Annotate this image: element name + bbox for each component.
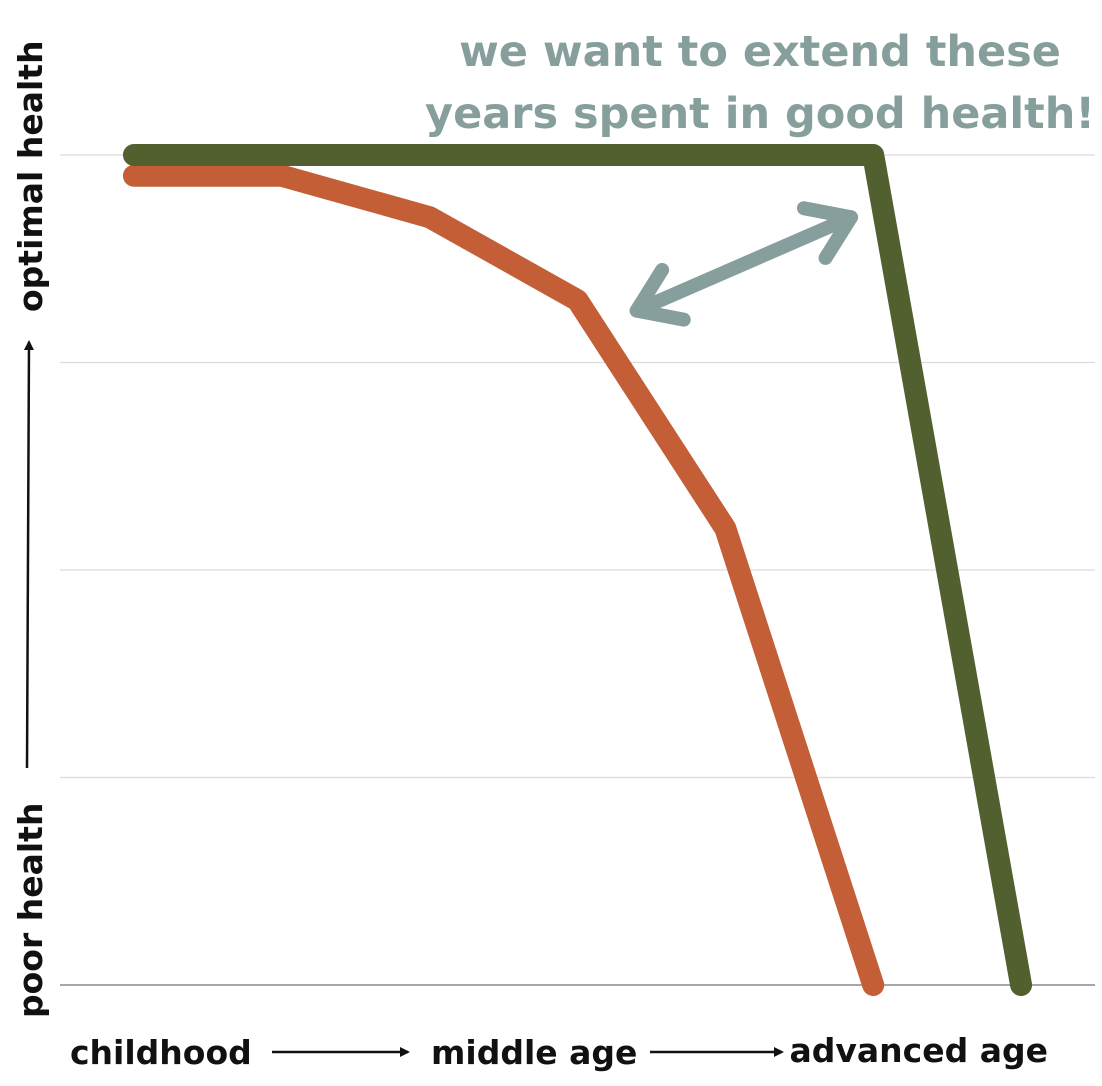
- annotation-arrow: [629, 201, 859, 327]
- series-line-0: [122, 164, 885, 996]
- annotation-arrow-head-start: [629, 262, 691, 327]
- annotation-arrow-head-end: [796, 201, 859, 265]
- y-axis-low-label: poor health: [11, 803, 50, 1018]
- annotation-arrow-shaft: [629, 210, 859, 318]
- series-lines: [122, 144, 1033, 996]
- x-axis-label-advanced-age: advanced age: [790, 1031, 1049, 1070]
- y-axis-high-label: optimal health: [11, 40, 50, 312]
- annotation-line-1: we want to extend these: [459, 27, 1061, 77]
- y-axis-arrow: [23, 340, 34, 769]
- x-axis-label-middle-age: middle age: [431, 1033, 637, 1072]
- series-line-1: [122, 144, 1033, 996]
- annotation-line-2: years spent in good health!: [425, 89, 1095, 139]
- x-axis-label-childhood: childhood: [70, 1033, 252, 1072]
